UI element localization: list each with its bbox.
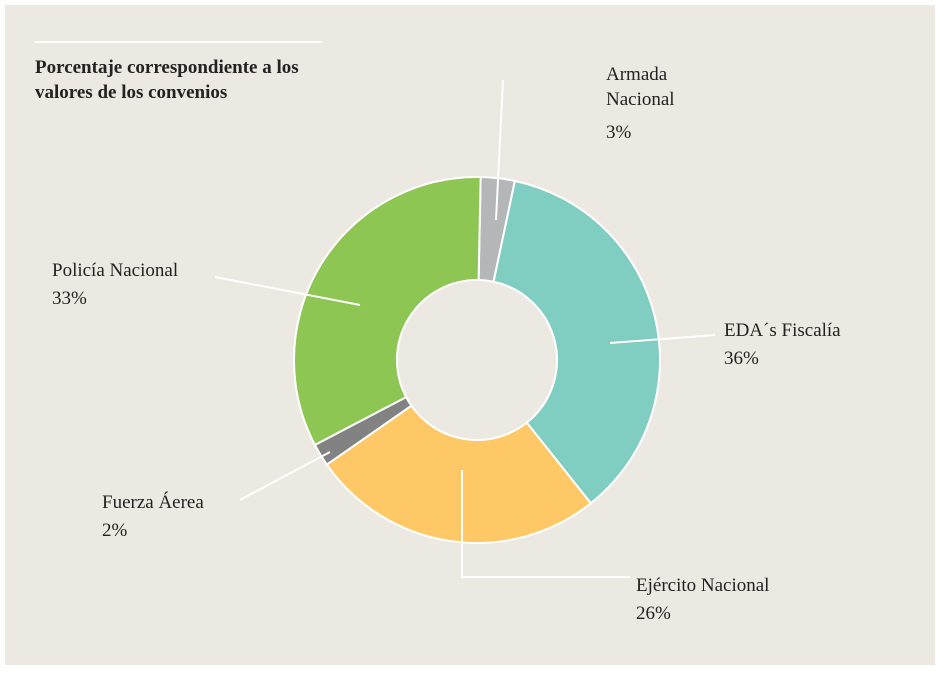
slice (293, 176, 482, 447)
leader-line (461, 470, 630, 578)
slice-label: Armada Nacional (606, 64, 675, 110)
slice-label: EDA´s Fiscalía (724, 320, 841, 341)
value-label: 33% (52, 288, 87, 309)
slice-label: Ejército Nacional (636, 575, 770, 596)
value-label: 36% (724, 348, 759, 369)
slice (492, 179, 661, 505)
value-label: 2% (102, 520, 128, 541)
leader-line (214, 276, 361, 306)
leader-line (239, 451, 331, 501)
leader-line (495, 79, 504, 221)
value-label: 26% (636, 603, 671, 624)
slice-label: Policía Nacional (52, 260, 179, 281)
slice-label: Fuerza Áerea (102, 492, 204, 513)
chart-title: Porcentaje correspondiente a los valores… (35, 57, 299, 103)
slice (325, 404, 593, 544)
leader-line (609, 334, 716, 344)
value-label: 3% (606, 122, 632, 143)
panel (5, 5, 935, 665)
